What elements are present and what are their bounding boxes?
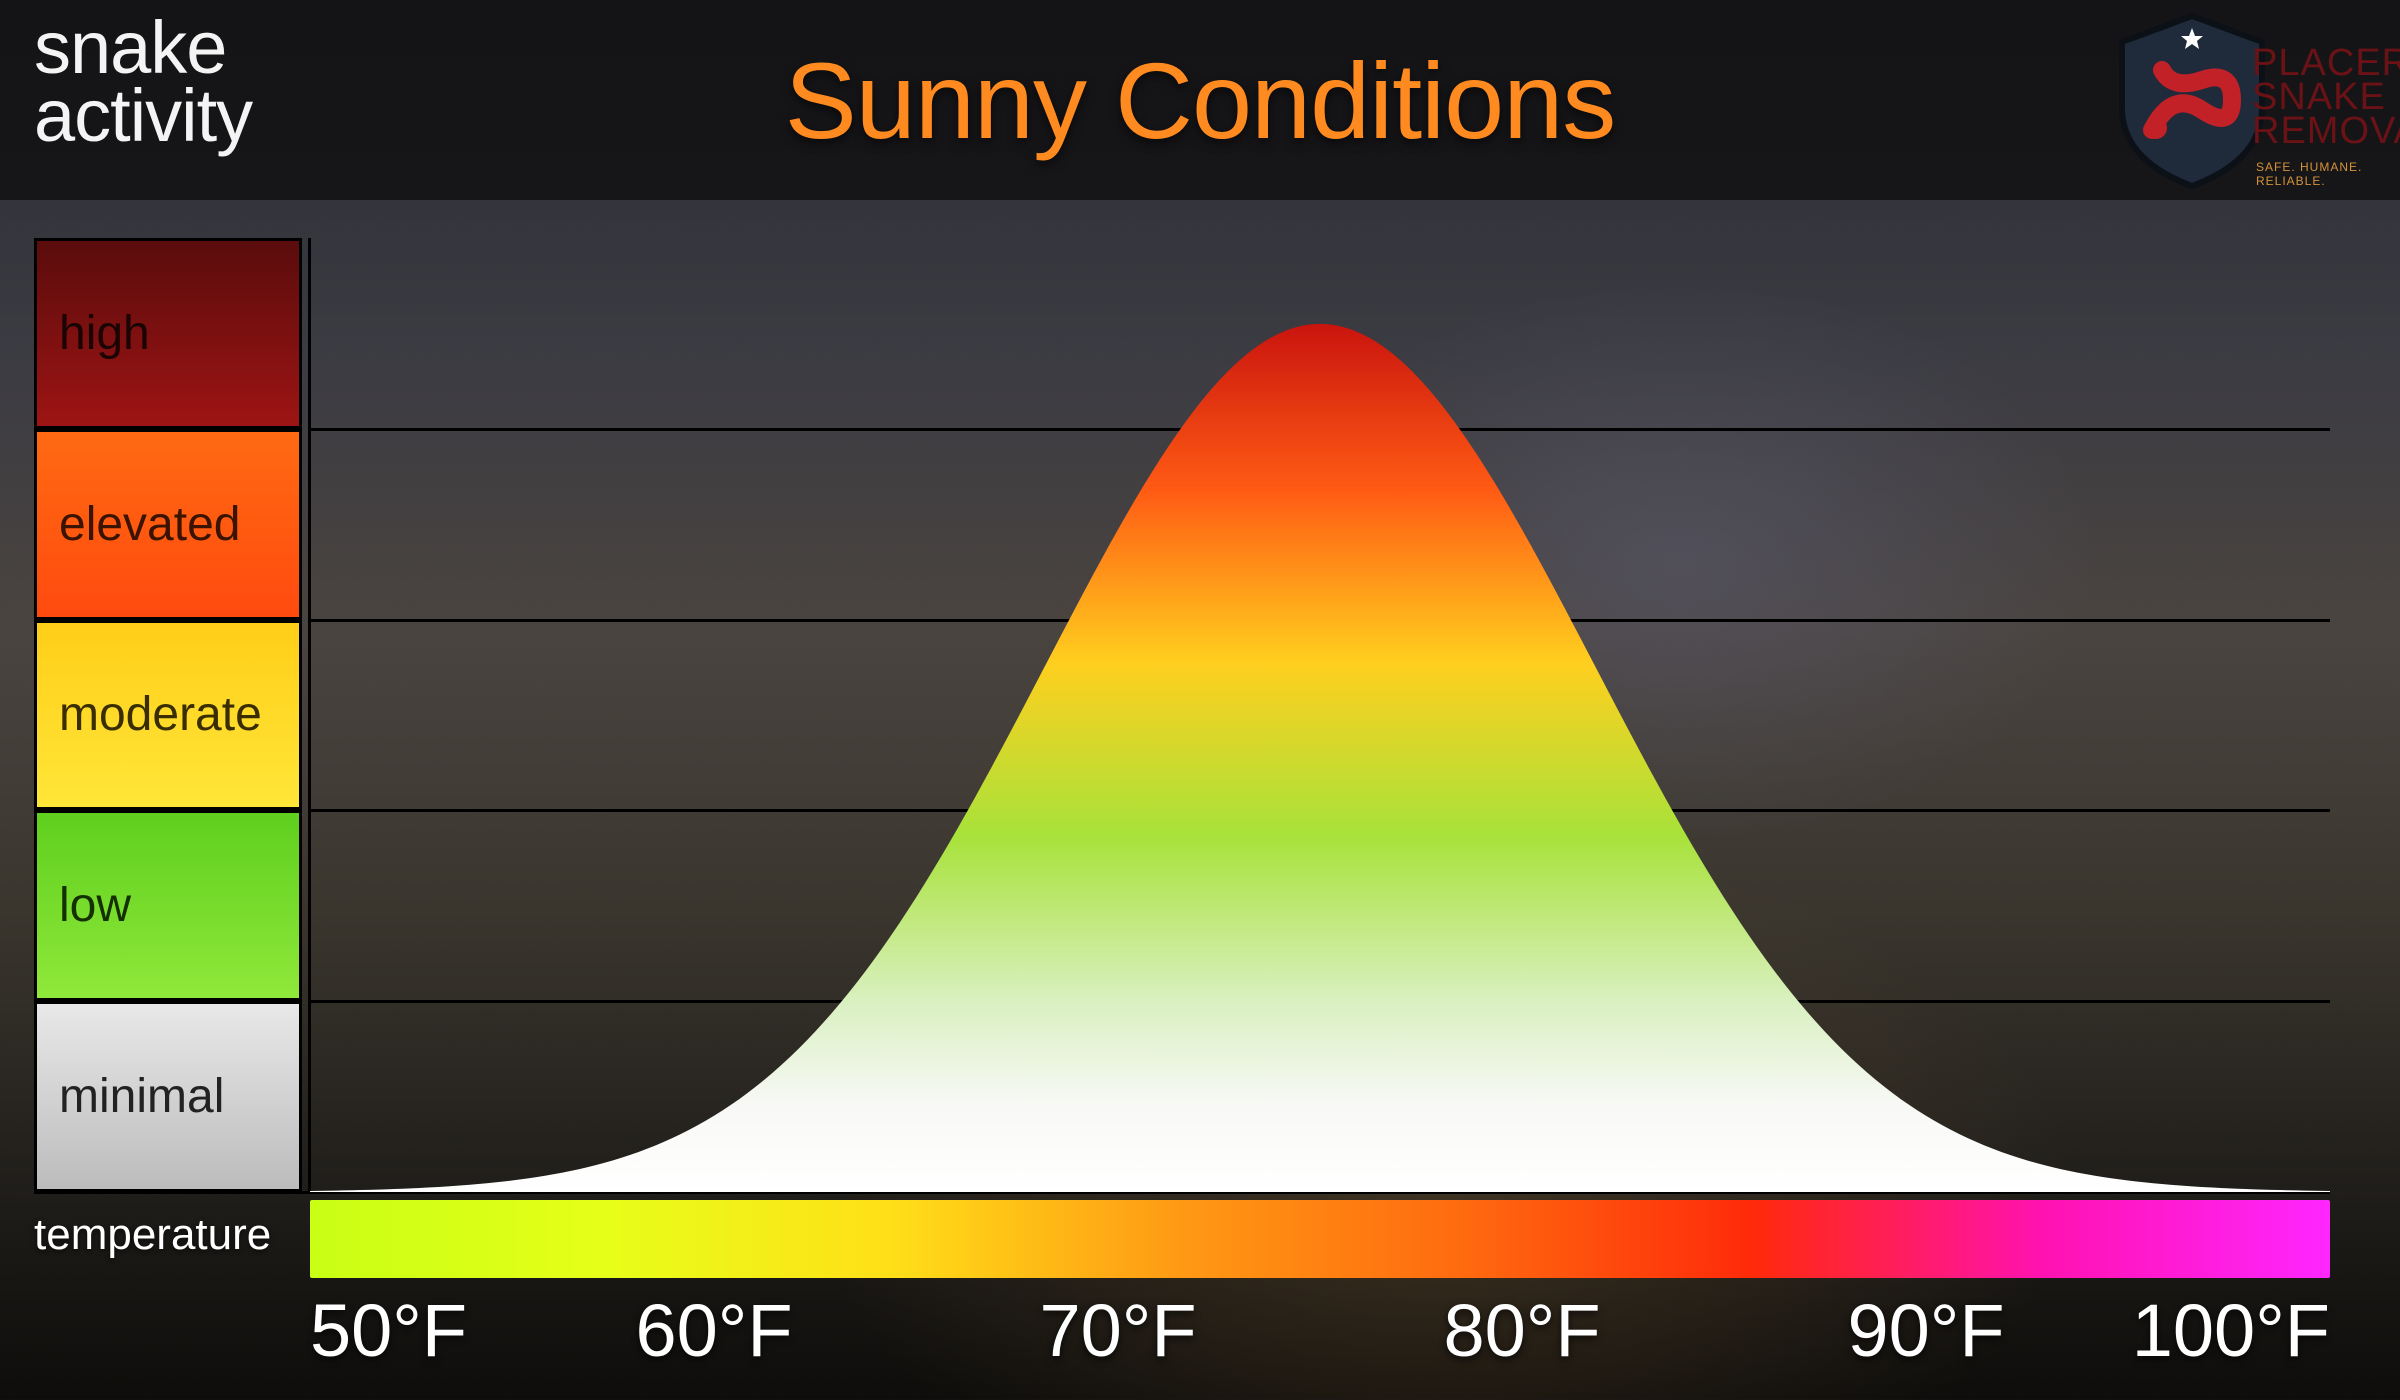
bell-curve xyxy=(310,238,2330,1192)
shield-icon xyxy=(2112,10,2272,190)
x-tick-label: 60°F xyxy=(635,1288,792,1373)
brand-text: PLACER SNAKE REMOVAL xyxy=(2252,46,2400,149)
brand-tagline: SAFE. HUMANE. RELIABLE. xyxy=(2256,160,2372,188)
brand-line3: REMOVAL xyxy=(2252,114,2400,148)
y-category-minimal: minimal xyxy=(34,1001,302,1192)
y-category-high: high xyxy=(34,238,302,429)
x-tick-label: 50°F xyxy=(310,1288,467,1373)
y-category-label: elevated xyxy=(59,497,240,552)
brand-line1: PLACER xyxy=(2252,46,2400,80)
y-category-label: low xyxy=(59,878,131,933)
y-category-moderate: moderate xyxy=(34,620,302,811)
y-category-low: low xyxy=(34,810,302,1001)
temperature-bar xyxy=(310,1200,2330,1278)
y-category-label: moderate xyxy=(59,687,262,742)
x-axis-title: temperature xyxy=(34,1210,271,1260)
x-tick-label: 70°F xyxy=(1039,1288,1196,1373)
x-tick-label: 100°F xyxy=(2132,1288,2330,1373)
x-tick-label: 80°F xyxy=(1443,1288,1600,1373)
y-category-label: minimal xyxy=(59,1069,224,1124)
header-bar: snake activity Sunny Conditions PLACER S… xyxy=(0,0,2400,200)
y-category-label: high xyxy=(59,306,150,361)
page-title: Sunny Conditions xyxy=(0,0,2400,200)
brand-logo: PLACER SNAKE REMOVAL SAFE. HUMANE. RELIA… xyxy=(2112,10,2372,190)
brand-line2: SNAKE xyxy=(2252,80,2400,114)
y-category-elevated: elevated xyxy=(34,429,302,620)
x-tick-label: 90°F xyxy=(1847,1288,2004,1373)
